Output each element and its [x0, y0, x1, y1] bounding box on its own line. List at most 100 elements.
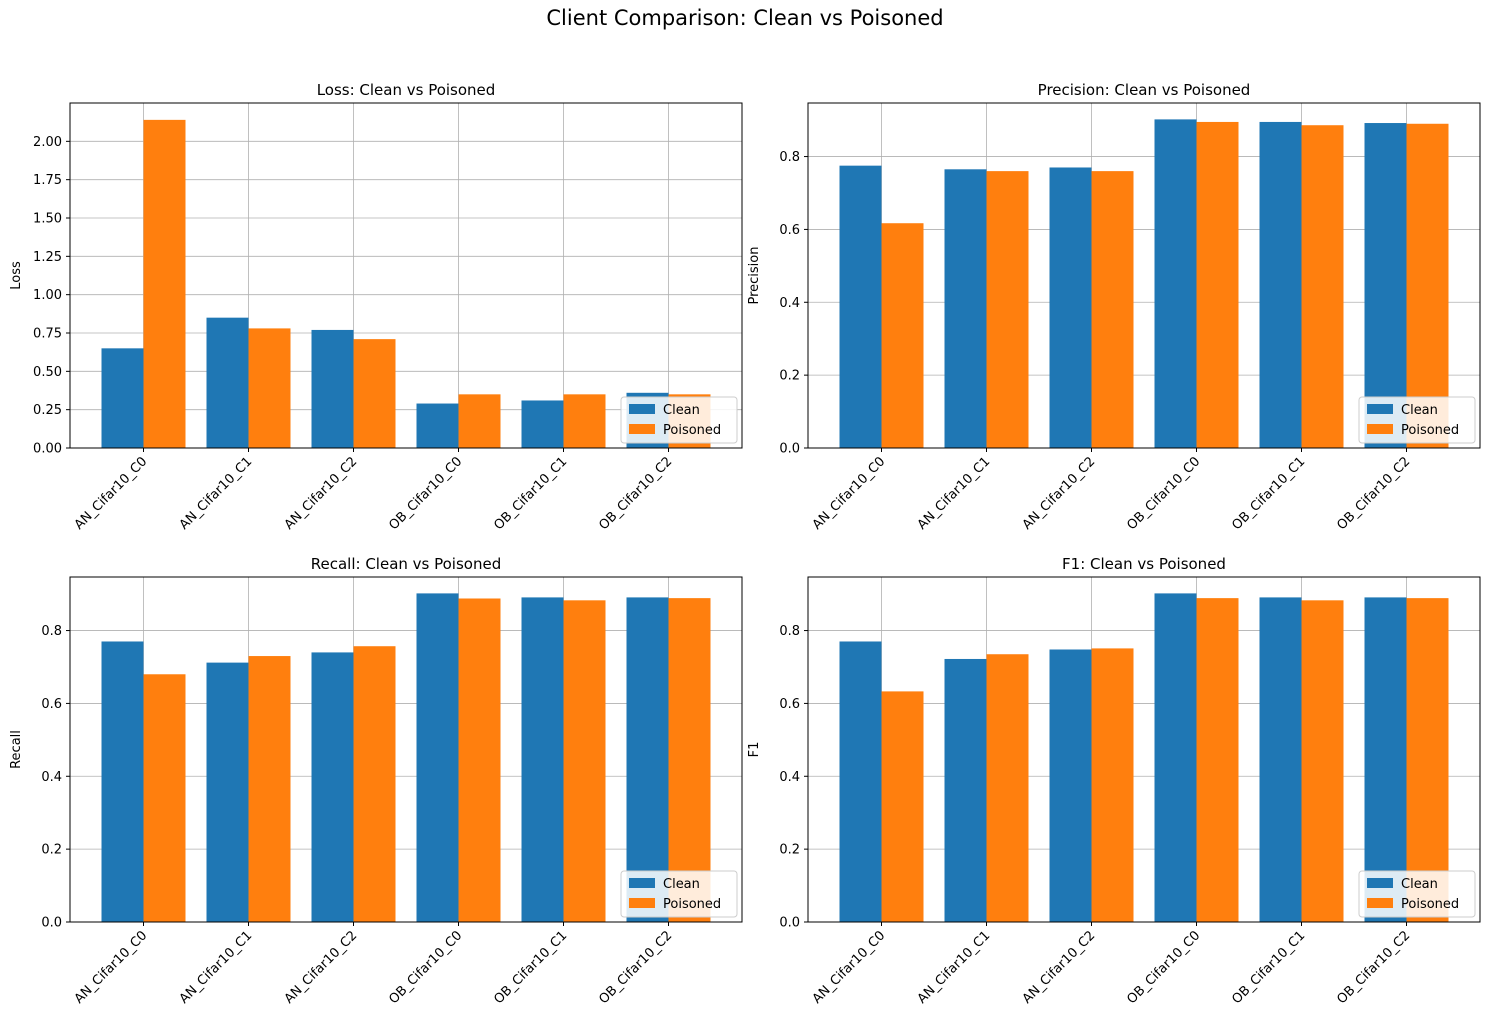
bar-poisoned-ob-cifar10-c0 [458, 598, 501, 922]
y-tick-label: 1.25 [33, 250, 62, 265]
legend-swatch-poisoned [1367, 424, 1393, 434]
x-tick-label: AN_Cifar10_C0 [810, 928, 889, 1007]
legend: Clean Poisoned [1358, 870, 1476, 918]
legend-label-poisoned: Poisoned [663, 423, 721, 438]
x-tick-label: OB_Cifar10_C2 [596, 928, 675, 1007]
bar-poisoned-an-cifar10-c0 [881, 223, 924, 448]
bar-clean-an-cifar10-c2 [1049, 649, 1092, 922]
bar-poisoned-ob-cifar10-c2 [1406, 123, 1449, 449]
legend-label-clean: Clean [663, 403, 700, 418]
bar-clean-an-cifar10-c2 [1049, 167, 1092, 448]
figure-title: Client Comparison: Clean vs Poisoned [546, 6, 944, 30]
axes-frame [69, 102, 743, 449]
y-tick-label: 0.0 [779, 916, 800, 931]
legend-label-poisoned: Poisoned [663, 897, 721, 912]
x-tick-label: AN_Cifar10_C1 [915, 454, 994, 533]
legend-swatch-clean [1367, 878, 1393, 888]
bar-clean-ob-cifar10-c1 [1259, 121, 1302, 448]
legend-label-clean: Clean [1401, 877, 1438, 892]
x-tick-label: AN_Cifar10_C0 [810, 454, 889, 533]
x-tick-label: AN_Cifar10_C0 [72, 928, 151, 1007]
bar-clean-an-cifar10-c1 [206, 662, 249, 922]
legend-swatch-poisoned [629, 424, 655, 434]
axes-frame [69, 576, 743, 923]
y-tick-label: 0.6 [779, 223, 800, 238]
legend-swatch-poisoned [1367, 898, 1393, 908]
bar-poisoned-an-cifar10-c2 [1091, 648, 1134, 922]
bar-poisoned-ob-cifar10-c0 [458, 394, 501, 448]
x-tick-label: OB_Cifar10_C0 [386, 928, 465, 1007]
bar-clean-an-cifar10-c0 [839, 165, 882, 448]
legend-swatch-poisoned [629, 898, 655, 908]
bar-clean-ob-cifar10-c1 [1259, 597, 1302, 922]
x-tick-label: OB_Cifar10_C1 [491, 928, 570, 1007]
chart-title: Recall: Clean vs Poisoned [311, 555, 501, 573]
x-tick-label: AN_Cifar10_C2 [1020, 928, 1099, 1007]
y-tick-label: 0.50 [33, 365, 62, 380]
bar-clean-an-cifar10-c0 [839, 641, 882, 922]
y-tick-label: 0.75 [33, 327, 62, 342]
y-tick-label: 0.0 [41, 916, 62, 931]
x-tick-label: OB_Cifar10_C2 [1334, 928, 1413, 1007]
bar-clean-ob-cifar10-c0 [1154, 593, 1197, 922]
bar-clean-an-cifar10-c0 [101, 641, 144, 922]
bar-poisoned-ob-cifar10-c0 [1196, 121, 1239, 448]
x-tick-label: OB_Cifar10_C0 [1124, 928, 1203, 1007]
chart-panel-1: 0.00 0.25 0.50 0.75 1.00 1.25 1.50 1.75 2.00 AN_C… [9, 81, 743, 533]
y-tick-label: 1.75 [33, 173, 62, 188]
axes-frame [807, 576, 1481, 923]
bar-clean-an-cifar10-c1 [944, 658, 987, 922]
y-tick-label: 0.0 [779, 442, 800, 457]
bar-poisoned-ob-cifar10-c1 [1301, 600, 1344, 922]
axes-frame [807, 102, 1481, 449]
legend: Clean Poisoned [620, 396, 738, 444]
bar-clean-ob-cifar10-c1 [521, 400, 564, 448]
bar-clean-ob-cifar10-c1 [521, 597, 564, 922]
bar-poisoned-an-cifar10-c1 [986, 171, 1029, 448]
y-tick-label: 0.25 [33, 403, 62, 418]
bar-poisoned-an-cifar10-c2 [353, 339, 396, 448]
legend: Clean Poisoned [1358, 396, 1476, 444]
y-tick-label: 0.2 [779, 843, 800, 858]
x-tick-label: OB_Cifar10_C1 [1229, 454, 1308, 533]
y-tick-label: 0.2 [41, 843, 62, 858]
chart-title: Loss: Clean vs Poisoned [317, 81, 496, 99]
chart-title: F1: Clean vs Poisoned [1062, 555, 1226, 573]
legend-swatch-clean [629, 404, 655, 414]
bar-clean-an-cifar10-c2 [311, 652, 354, 922]
y-tick-label: 1.00 [33, 288, 62, 303]
legend-label-poisoned: Poisoned [1401, 423, 1459, 438]
chart-panel-2: 0.0 0.2 0.4 0.6 0.8 AN_Cifar10_C0 AN_Cifar10_C… [747, 81, 1481, 533]
bar-poisoned-ob-cifar10-c1 [1301, 125, 1344, 448]
x-tick-label: AN_Cifar10_C2 [282, 454, 361, 533]
chart-title: Precision: Clean vs Poisoned [1038, 81, 1251, 99]
bar-clean-ob-cifar10-c0 [416, 403, 459, 448]
x-tick-label: OB_Cifar10_C1 [1229, 928, 1308, 1007]
y-tick-label: 0.6 [41, 697, 62, 712]
x-tick-label: OB_Cifar10_C2 [596, 454, 675, 533]
y-tick-label: 0.2 [779, 369, 800, 384]
x-tick-label: AN_Cifar10_C1 [177, 928, 256, 1007]
y-tick-label: 0.4 [779, 770, 800, 785]
bar-clean-ob-cifar10-c0 [416, 593, 459, 922]
bar-poisoned-an-cifar10-c2 [353, 646, 396, 922]
y-axis-label: Recall [9, 730, 24, 769]
y-tick-label: 0.4 [41, 770, 62, 785]
bar-poisoned-an-cifar10-c1 [248, 656, 291, 922]
bar-clean-ob-cifar10-c2 [626, 597, 669, 922]
chart-panel-4: 0.0 0.2 0.4 0.6 0.8 AN_Cifar10_C0 AN_Cifar10_C… [747, 555, 1481, 1007]
bar-poisoned-ob-cifar10-c2 [1406, 598, 1449, 922]
x-tick-label: OB_Cifar10_C0 [1124, 454, 1203, 533]
y-tick-label: 2.00 [33, 135, 62, 150]
y-tick-label: 0.4 [779, 296, 800, 311]
y-axis-label: Precision [747, 246, 762, 304]
x-tick-label: AN_Cifar10_C2 [1020, 454, 1099, 533]
bar-poisoned-ob-cifar10-c1 [563, 600, 606, 922]
y-axis-label: Loss [9, 261, 24, 290]
y-tick-label: 0.00 [33, 442, 62, 457]
bar-clean-an-cifar10-c1 [944, 169, 987, 448]
bar-clean-ob-cifar10-c0 [1154, 119, 1197, 449]
legend-label-clean: Clean [663, 877, 700, 892]
bar-poisoned-ob-cifar10-c1 [563, 394, 606, 448]
